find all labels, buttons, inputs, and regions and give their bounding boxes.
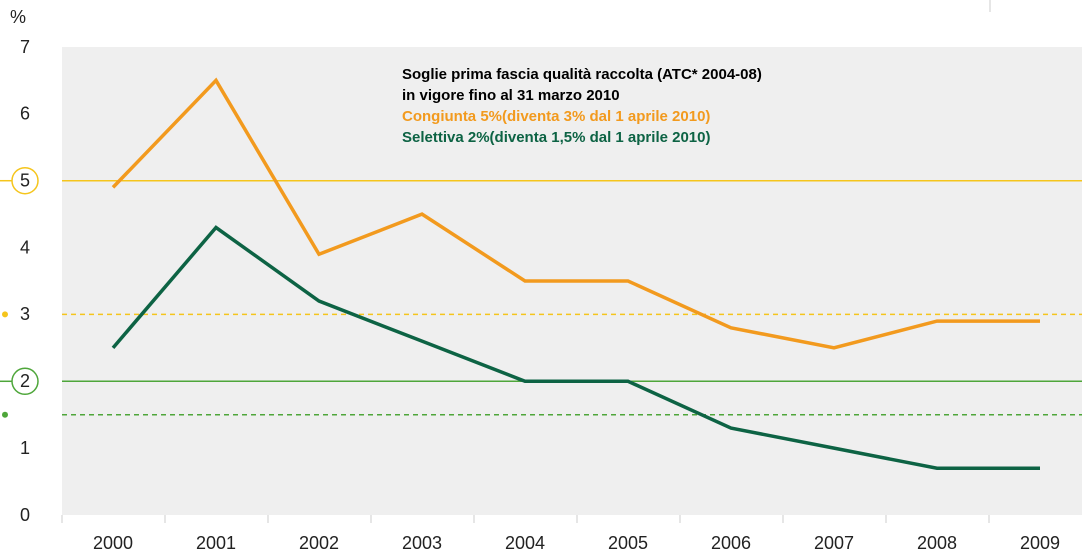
y-tick-label: 0: [20, 505, 30, 525]
y-tick-label: 4: [20, 237, 30, 257]
x-tick-label: 2006: [711, 533, 751, 553]
threshold-circle: [11, 166, 39, 195]
y-tick-label: 1: [20, 438, 30, 458]
y-tick-label: 2: [20, 371, 30, 391]
x-tick-label: 2003: [402, 533, 442, 553]
x-tick-label: 2001: [196, 533, 236, 553]
threshold-dot: [2, 411, 8, 418]
x-tick-label: 2008: [917, 533, 957, 553]
threshold-circle: [11, 367, 39, 396]
x-tick-label: 2009: [1020, 533, 1060, 553]
y-tick-label: 6: [20, 104, 30, 124]
x-tick-label: 2005: [608, 533, 648, 553]
x-tick-label: 2004: [505, 533, 545, 553]
series-line: [111, 77, 1040, 350]
x-tick-label: 2007: [814, 533, 854, 553]
x-tick-label: 2000: [93, 533, 133, 553]
y-axis-label: %: [10, 7, 26, 27]
series-line: [111, 225, 1040, 470]
y-tick-label: 3: [20, 304, 30, 324]
x-tick-label: 2002: [299, 533, 339, 553]
annotation: Congiunta 5%(diventa 3% dal 1 aprile 201…: [402, 108, 710, 125]
annotation: Soglie prima fascia qualità raccolta (AT…: [402, 66, 762, 83]
y-tick-label: 5: [20, 170, 30, 190]
annotation: Selettiva 2%(diventa 1,5% dal 1 aprile 2…: [402, 129, 710, 146]
y-tick-label: 7: [20, 37, 30, 57]
threshold-dot: [2, 311, 8, 318]
annotation: in vigore fino al 31 marzo 2010: [402, 87, 620, 104]
